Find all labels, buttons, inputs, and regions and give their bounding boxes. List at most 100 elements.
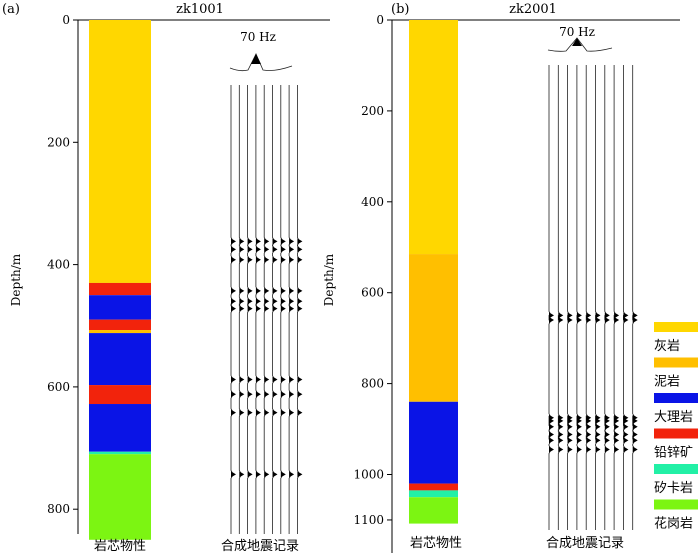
- reflection-marker: [558, 431, 564, 438]
- reflection-marker: [604, 437, 610, 444]
- legend-label-lead-zinc: 铅锌矿: [654, 446, 693, 461]
- reflection-marker: [567, 423, 573, 430]
- reflection-marker: [614, 417, 620, 424]
- reflection-marker: [586, 312, 592, 319]
- reflection-marker: [255, 238, 261, 245]
- reflection-marker: [280, 391, 286, 398]
- reflection-marker: [297, 391, 303, 398]
- reflection-marker: [239, 471, 245, 478]
- seismic-trace: [623, 65, 626, 530]
- core-layer-mudstone: [409, 254, 458, 402]
- reflection-marker: [280, 238, 286, 245]
- panel-b-ylabel: Depth/m: [322, 253, 336, 306]
- reflection-marker: [272, 471, 278, 478]
- legend-label-granite: 花岗岩: [654, 516, 693, 532]
- core-layer-lead-zinc: [409, 483, 458, 491]
- reflection-marker: [247, 238, 253, 245]
- reflection-marker: [549, 437, 554, 444]
- seismic-trace: [576, 65, 579, 530]
- reflection-marker: [247, 391, 253, 398]
- reflection-marker: [280, 246, 286, 253]
- reflection-marker: [247, 376, 253, 383]
- reflection-marker: [632, 431, 638, 438]
- reflection-marker: [264, 287, 270, 294]
- reflection-marker: [239, 238, 245, 245]
- reflection-marker: [280, 376, 286, 383]
- reflection-marker: [231, 305, 236, 312]
- reflection-marker: [567, 312, 573, 319]
- reflection-marker: [272, 376, 278, 383]
- reflection-marker: [239, 305, 245, 312]
- panel-b-title: zk2001: [509, 2, 557, 17]
- reflection-marker: [239, 246, 245, 253]
- reflection-marker: [272, 238, 278, 245]
- reflection-marker: [614, 316, 620, 323]
- reflection-marker: [632, 312, 638, 319]
- reflection-marker: [297, 409, 303, 416]
- reflection-marker: [272, 298, 278, 305]
- reflection-marker: [255, 305, 261, 312]
- panel-a-tick-label: 400: [47, 258, 70, 272]
- reflection-marker: [549, 312, 554, 319]
- reflection-marker: [280, 409, 286, 416]
- reflection-marker: [272, 391, 278, 398]
- reflection-marker: [549, 446, 554, 453]
- panel-zk2001: (b) zk2001 Depth/m 0 200 400 600 800 1000 1100…: [322, 2, 680, 553]
- reflection-marker: [289, 391, 295, 398]
- legend-label-skarn: 矽卡岩: [654, 481, 693, 496]
- core-layer-granite: [89, 454, 151, 540]
- reflection-marker: [614, 423, 620, 430]
- reflection-marker: [586, 316, 592, 323]
- reflection-marker: [567, 417, 573, 424]
- reflection-marker: [289, 256, 295, 263]
- legend-label-limestone: 灰岩: [654, 339, 680, 354]
- reflection-marker: [623, 446, 629, 453]
- reflection-marker: [623, 316, 629, 323]
- reflection-marker: [604, 423, 610, 430]
- reflection-marker: [297, 471, 303, 478]
- reflection-marker: [255, 298, 261, 305]
- reflection-marker: [632, 423, 638, 430]
- panel-b-tick-label: 200: [361, 104, 384, 118]
- reflection-marker: [614, 431, 620, 438]
- reflection-marker: [247, 287, 253, 294]
- reflection-marker: [614, 446, 620, 453]
- reflection-marker: [289, 298, 295, 305]
- panel-b-frequency-label: 70 Hz: [559, 25, 595, 39]
- seismic-trace: [595, 65, 598, 530]
- panel-a-tick-label: 800: [47, 502, 70, 516]
- reflection-marker: [567, 437, 573, 444]
- seismic-trace: [585, 65, 589, 530]
- seismic-trace: [604, 65, 607, 530]
- reflection-marker: [549, 423, 554, 430]
- legend-swatch-mudstone: [654, 357, 698, 368]
- reflection-marker: [231, 238, 236, 245]
- legend-label-marble: 大理岩: [654, 410, 693, 425]
- panel-b-tick-label: 800: [361, 377, 384, 391]
- reflection-marker: [264, 256, 270, 263]
- reflection-marker: [623, 437, 629, 444]
- reflection-marker: [576, 312, 582, 319]
- panel-b-tick-label: 400: [361, 195, 384, 209]
- reflection-marker: [297, 376, 303, 383]
- reflection-marker: [586, 446, 592, 453]
- reflection-marker: [549, 417, 554, 424]
- reflection-marker: [239, 391, 245, 398]
- reflection-marker: [255, 409, 261, 416]
- reflection-marker: [595, 437, 601, 444]
- reflection-marker: [558, 437, 564, 444]
- reflection-marker: [272, 246, 278, 253]
- panel-a-label: (a): [2, 2, 20, 17]
- reflection-marker: [289, 305, 295, 312]
- reflection-marker: [264, 376, 270, 383]
- core-layer-lead-zinc: [89, 385, 151, 405]
- reflection-marker: [255, 246, 261, 253]
- seismic-trace: [632, 65, 635, 530]
- legend-label-mudstone: 泥岩: [654, 375, 680, 390]
- reflection-marker: [272, 287, 278, 294]
- reflection-marker: [576, 316, 582, 323]
- reflection-marker: [567, 316, 573, 323]
- reflection-marker: [604, 431, 610, 438]
- reflection-marker: [586, 431, 592, 438]
- reflection-marker: [272, 305, 278, 312]
